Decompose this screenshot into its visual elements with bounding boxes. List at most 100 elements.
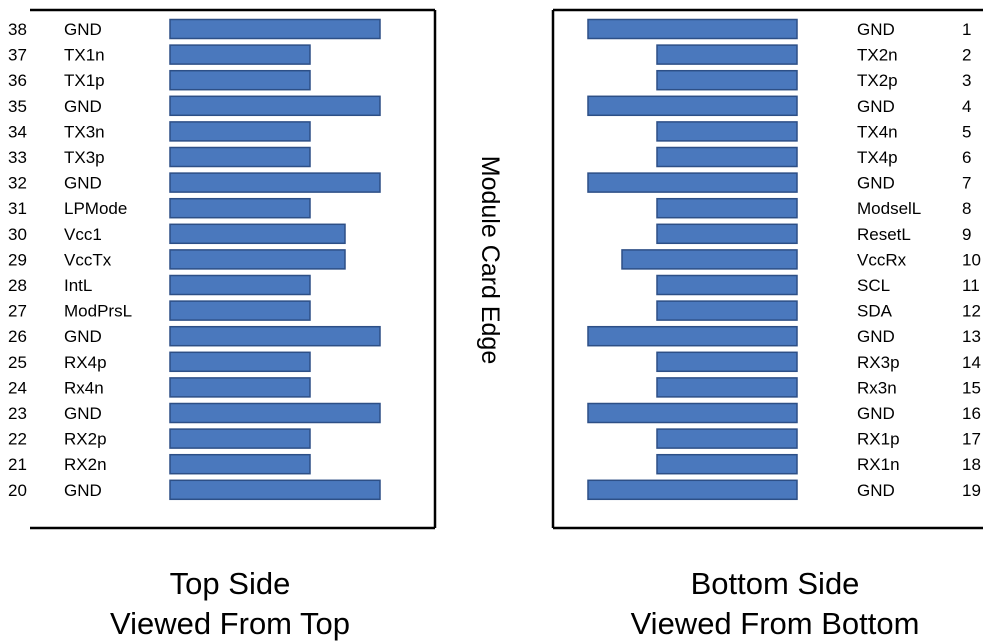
- top-pin-row: 30 Vcc1: [8, 223, 346, 245]
- top-pin-row: 21 RX2n: [8, 453, 311, 475]
- bottom-pin-row: 9 ResetL: [656, 223, 971, 245]
- top-pin-number: 20: [8, 481, 27, 500]
- bottom-contact-pad: [621, 249, 798, 270]
- bottom-pin-number: 14: [962, 353, 981, 372]
- bottom-contact-pad: [656, 146, 798, 168]
- bottom-pin-row: 10 VccRx: [621, 249, 981, 270]
- top-contact-pad: [169, 197, 311, 219]
- bottom-contact-pad: [656, 377, 798, 398]
- top-pin-name: LPMode: [64, 199, 127, 218]
- bottom-pin-name: ResetL: [857, 225, 911, 244]
- top-contact-pad: [169, 351, 311, 373]
- top-contact-pad: [169, 428, 311, 449]
- bottom-pin-number: 5: [962, 122, 971, 141]
- bottom-pin-row: 11 SCL: [656, 274, 980, 296]
- bottom-pin-name: TX2n: [857, 46, 898, 65]
- bottom-pin-name: VccRx: [857, 250, 907, 269]
- bottom-pin-name: RX3p: [857, 353, 900, 372]
- bottom-pin-row: 14 RX3p: [656, 351, 981, 373]
- top-contact-pad: [169, 146, 311, 168]
- bottom-pin-name: GND: [857, 97, 895, 116]
- top-contact-pad: [169, 402, 381, 424]
- bottom-pin-row: 7 GND: [587, 172, 971, 193]
- top-pin-name: RX4p: [64, 353, 107, 372]
- bottom-pin-number: 15: [962, 378, 981, 397]
- top-pin-row: 26 GND: [8, 325, 381, 347]
- top-pin-name: ModPrsL: [64, 302, 132, 321]
- top-pin-row: 37 TX1n: [8, 44, 311, 65]
- top-pin-name: TX3p: [64, 148, 105, 167]
- bottom-pin-number: 17: [962, 430, 981, 449]
- top-pin-number: 34: [8, 122, 27, 141]
- top-pin-name: GND: [64, 97, 102, 116]
- bottom-contact-pad: [587, 95, 798, 117]
- bottom-pin-row: 17 RX1p: [656, 428, 981, 449]
- top-pin-row: 35 GND: [8, 95, 381, 117]
- top-contact-pad: [169, 453, 311, 475]
- top-pin-row: 22 RX2p: [8, 428, 311, 449]
- top-contact-pad: [169, 172, 381, 193]
- top-pin-number: 35: [8, 97, 27, 116]
- bottom-pin-number: 12: [962, 302, 981, 321]
- bottom-side-caption-line2: Viewed From Bottom: [630, 606, 920, 641]
- bottom-pin-row: 12 SDA: [656, 300, 981, 321]
- bottom-pin-number: 19: [962, 481, 981, 500]
- bottom-contact-pad: [656, 197, 798, 219]
- bottom-pin-number: 13: [962, 327, 981, 346]
- top-pin-name: IntL: [64, 276, 92, 295]
- bottom-contact-pad: [656, 44, 798, 65]
- top-contact-pad: [169, 121, 311, 142]
- top-pin-name: GND: [64, 327, 102, 346]
- top-pin-name: TX3n: [64, 122, 105, 141]
- bottom-pin-row: 16 GND: [587, 402, 981, 424]
- bottom-pin-name: SCL: [857, 276, 890, 295]
- top-pin-number: 32: [8, 174, 27, 193]
- bottom-pin-number: 18: [962, 455, 981, 474]
- top-side-caption-line1: Top Side: [169, 566, 291, 601]
- bottom-contact-pad: [587, 325, 798, 347]
- top-pin-number: 21: [8, 455, 27, 474]
- top-pin-name: Rx4n: [64, 378, 104, 397]
- top-contact-pad: [169, 479, 381, 501]
- top-pin-number: 37: [8, 46, 27, 65]
- top-pin-row: 28 IntL: [8, 274, 311, 296]
- bottom-pin-row: 15 Rx3n: [656, 377, 981, 398]
- top-pin-name: TX1n: [64, 46, 105, 65]
- bottom-pin-name: ModselL: [857, 199, 921, 218]
- top-pin-number: 22: [8, 430, 27, 449]
- top-pin-name: RX2p: [64, 430, 107, 449]
- top-pin-number: 29: [8, 250, 27, 269]
- top-side-caption-line2: Viewed From Top: [109, 606, 351, 641]
- top-pin-number: 25: [8, 353, 27, 372]
- top-pin-number: 24: [8, 378, 27, 397]
- top-pin-name: GND: [64, 20, 102, 39]
- bottom-pin-number: 16: [962, 404, 981, 423]
- bottom-pin-row: 1 GND: [587, 18, 971, 40]
- bottom-pin-number: 4: [962, 97, 971, 116]
- bottom-pin-row: 3 TX2p: [656, 69, 971, 91]
- bottom-contact-pad: [587, 402, 798, 424]
- bottom-contact-pad: [656, 121, 798, 142]
- bottom-contact-pad: [656, 300, 798, 321]
- bottom-side-frame: [551, 8, 983, 530]
- top-pin-number: 28: [8, 276, 27, 295]
- bottom-contact-pad: [656, 428, 798, 449]
- bottom-pin-name: SDA: [857, 302, 893, 321]
- top-pin-row: 27 ModPrsL: [8, 300, 311, 321]
- top-pin-row: 29 VccTx: [8, 249, 346, 270]
- top-contact-pad: [169, 18, 381, 40]
- bottom-pin-number: 11: [962, 276, 980, 295]
- top-pin-number: 33: [8, 148, 27, 167]
- bottom-contact-pad: [656, 351, 798, 373]
- bottom-pin-row: 4 GND: [587, 95, 971, 117]
- top-pin-name: GND: [64, 174, 102, 193]
- top-contact-pad: [169, 377, 311, 398]
- top-pin-number: 36: [8, 71, 27, 90]
- top-pin-row: 36 TX1p: [8, 69, 311, 91]
- top-pin-row: 23 GND: [8, 402, 381, 424]
- top-contact-pad: [169, 274, 311, 296]
- bottom-pin-name: GND: [857, 174, 895, 193]
- bottom-contact-pad: [656, 274, 798, 296]
